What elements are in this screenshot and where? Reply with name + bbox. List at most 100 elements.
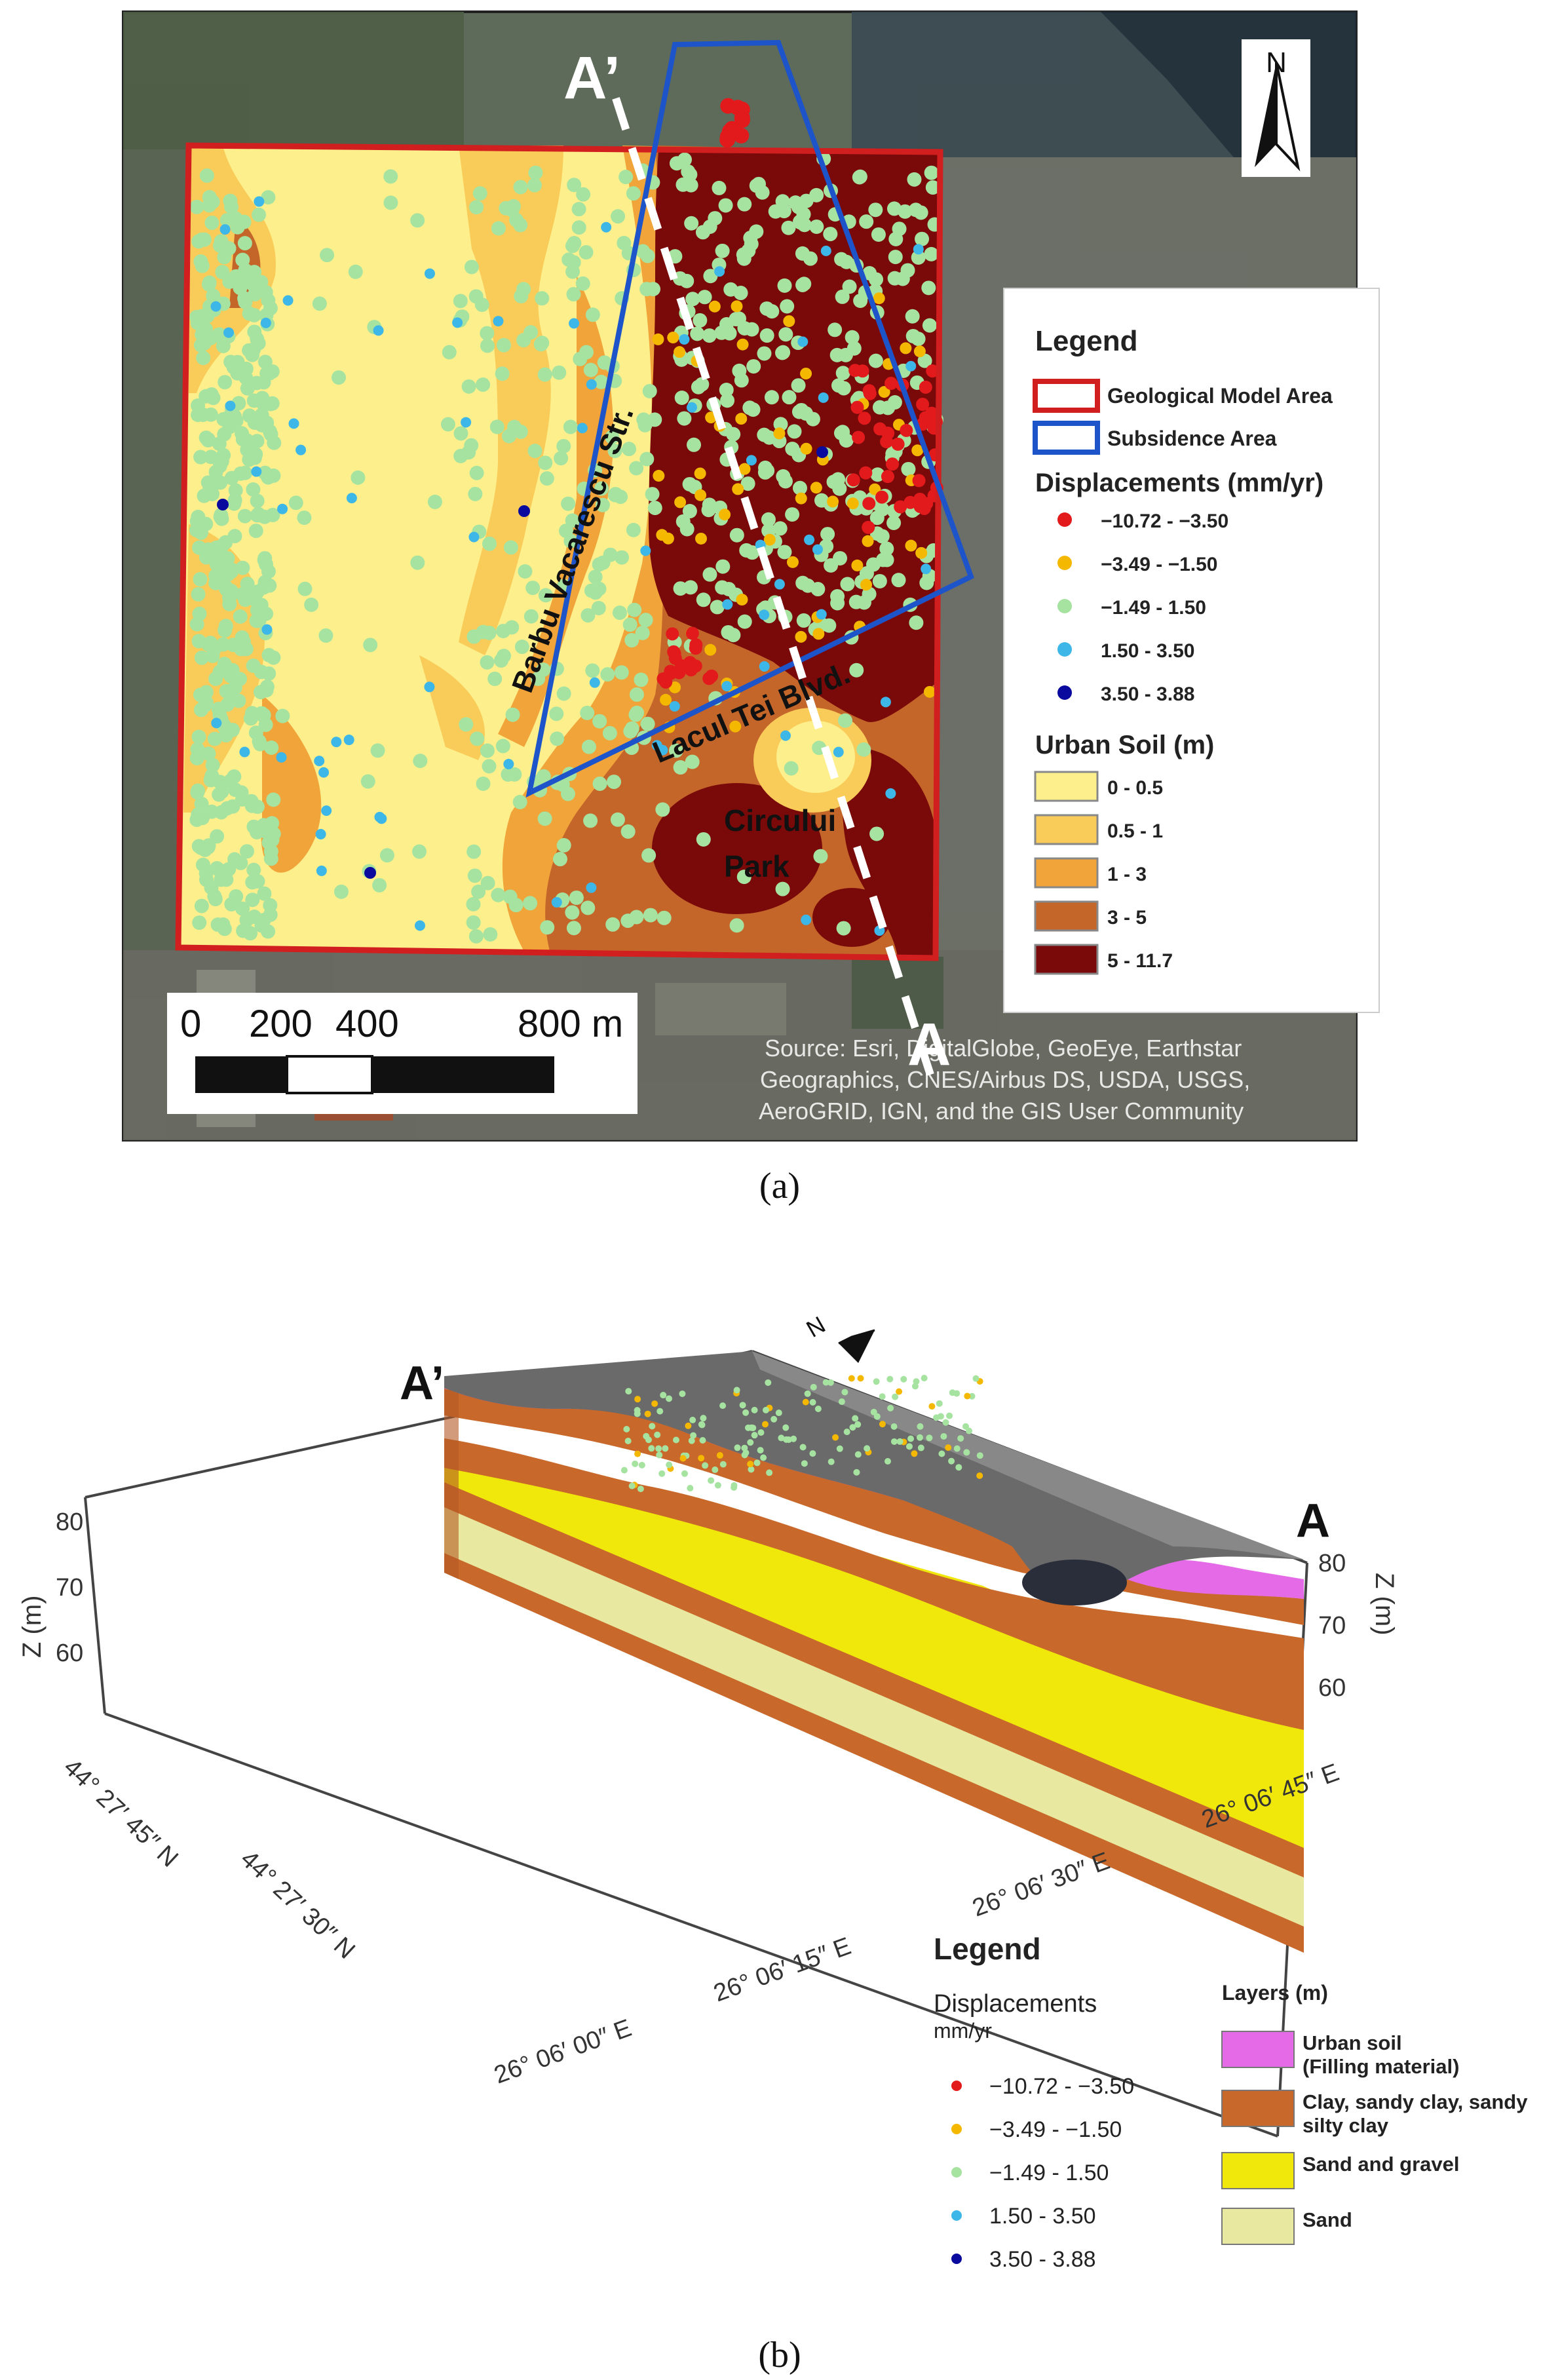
surface-ps-point — [644, 1410, 651, 1417]
ps-point — [466, 915, 481, 930]
north-arrow-icon: N — [1242, 39, 1310, 177]
legend-soil-label-3: 3 - 5 — [1107, 907, 1147, 929]
ps-point — [215, 538, 230, 553]
model-legend-disp-dot-3 — [951, 2210, 962, 2221]
lon-tick-0: 26° 06′ 00″ E — [491, 2014, 636, 2090]
ps-point — [480, 655, 495, 670]
ps-point — [740, 476, 755, 491]
surface-ps-point — [620, 1467, 628, 1474]
surface-ps-point — [688, 1437, 695, 1444]
model-legend-layer-swatch-2 — [1221, 2152, 1295, 2189]
ps-point — [261, 924, 276, 939]
ps-point — [514, 640, 529, 655]
ps-point — [719, 383, 734, 398]
model-legend-disp-dot-4 — [951, 2254, 962, 2264]
ps-point — [266, 792, 281, 807]
ps-point — [260, 317, 271, 328]
surface-ps-point — [634, 1396, 641, 1403]
ps-point — [580, 706, 595, 721]
ps-point — [921, 564, 932, 575]
ps-point — [282, 295, 294, 306]
ps-point — [605, 917, 620, 932]
ps-point — [304, 597, 319, 612]
ps-point — [237, 236, 252, 251]
ps-point — [840, 577, 855, 592]
ps-point — [823, 227, 838, 242]
ps-point — [288, 418, 299, 429]
ps-point — [538, 588, 553, 603]
legend-disp-label-0: −10.72 - −3.50 — [1101, 510, 1228, 532]
legend-soil-title: Urban Soil (m) — [1035, 731, 1214, 759]
ps-point — [612, 605, 627, 621]
surface-ps-point — [948, 1457, 955, 1465]
ps-point — [900, 342, 912, 355]
ps-point — [246, 342, 261, 357]
ps-point — [689, 659, 702, 673]
surface-ps-point — [658, 1470, 666, 1477]
surface-ps-point — [790, 1435, 797, 1442]
ps-point — [791, 378, 806, 393]
ps-point — [453, 294, 468, 309]
ps-point — [862, 497, 876, 510]
model-legend-layer-swatch-3 — [1221, 2208, 1295, 2245]
ps-point — [881, 470, 894, 484]
ps-point — [233, 609, 248, 624]
ps-point — [702, 328, 717, 343]
legend-disp-dot-3 — [1057, 642, 1072, 657]
ps-point — [214, 567, 229, 582]
surface-ps-point — [634, 1450, 641, 1457]
ps-point — [189, 751, 204, 766]
ps-point — [695, 225, 710, 240]
ps-point — [623, 723, 638, 739]
ps-point — [708, 211, 723, 226]
ps-point — [887, 271, 902, 286]
legend-soil-label-1: 0.5 - 1 — [1107, 820, 1163, 842]
ps-point — [673, 760, 688, 775]
ps-point — [847, 473, 860, 487]
surface-ps-point — [810, 1383, 817, 1391]
ps-point — [195, 857, 210, 872]
ps-point — [256, 708, 271, 723]
ps-point — [565, 239, 580, 254]
ps-point — [501, 767, 516, 782]
ps-point — [640, 716, 655, 731]
model-legend-layer-label-2: Sand and gravel — [1303, 2153, 1459, 2176]
ps-point — [201, 838, 216, 853]
legend-soil-swatch-2 — [1034, 857, 1099, 889]
ps-point — [685, 754, 700, 769]
ps-point — [913, 244, 924, 255]
ps-point — [894, 500, 907, 514]
ps-point — [830, 589, 845, 604]
ps-point — [683, 167, 698, 182]
ps-point — [537, 811, 552, 826]
ps-point — [346, 493, 357, 504]
ps-point — [203, 636, 218, 651]
ps-point — [461, 379, 476, 394]
ps-point — [189, 199, 204, 214]
surface-ps-point — [625, 1388, 632, 1395]
ps-point — [776, 469, 791, 484]
ps-point — [629, 461, 644, 476]
model-legend-disp-label-3: 1.50 - 3.50 — [989, 2204, 1096, 2229]
model-legend-disp-label-0: −10.72 - −3.50 — [989, 2074, 1134, 2099]
ps-point — [795, 277, 810, 292]
ps-point — [684, 216, 699, 231]
surface-ps-point — [896, 1438, 904, 1445]
ps-point — [901, 461, 916, 476]
surface-ps-point — [761, 1421, 769, 1428]
ps-point — [333, 884, 349, 899]
legend-disp-label-3: 1.50 - 3.50 — [1101, 640, 1194, 662]
ps-point — [491, 221, 506, 236]
surface-ps-point — [666, 1461, 673, 1468]
surface-ps-point — [765, 1379, 772, 1386]
ps-point — [592, 581, 607, 596]
ps-point — [471, 884, 486, 899]
ps-point — [266, 650, 281, 665]
ps-point — [527, 178, 542, 193]
ps-point — [202, 275, 217, 290]
surface-ps-point — [938, 1450, 945, 1457]
ps-point — [774, 579, 785, 590]
ps-point — [605, 430, 620, 445]
surface-ps-point — [702, 1462, 709, 1469]
ps-point — [373, 325, 384, 336]
